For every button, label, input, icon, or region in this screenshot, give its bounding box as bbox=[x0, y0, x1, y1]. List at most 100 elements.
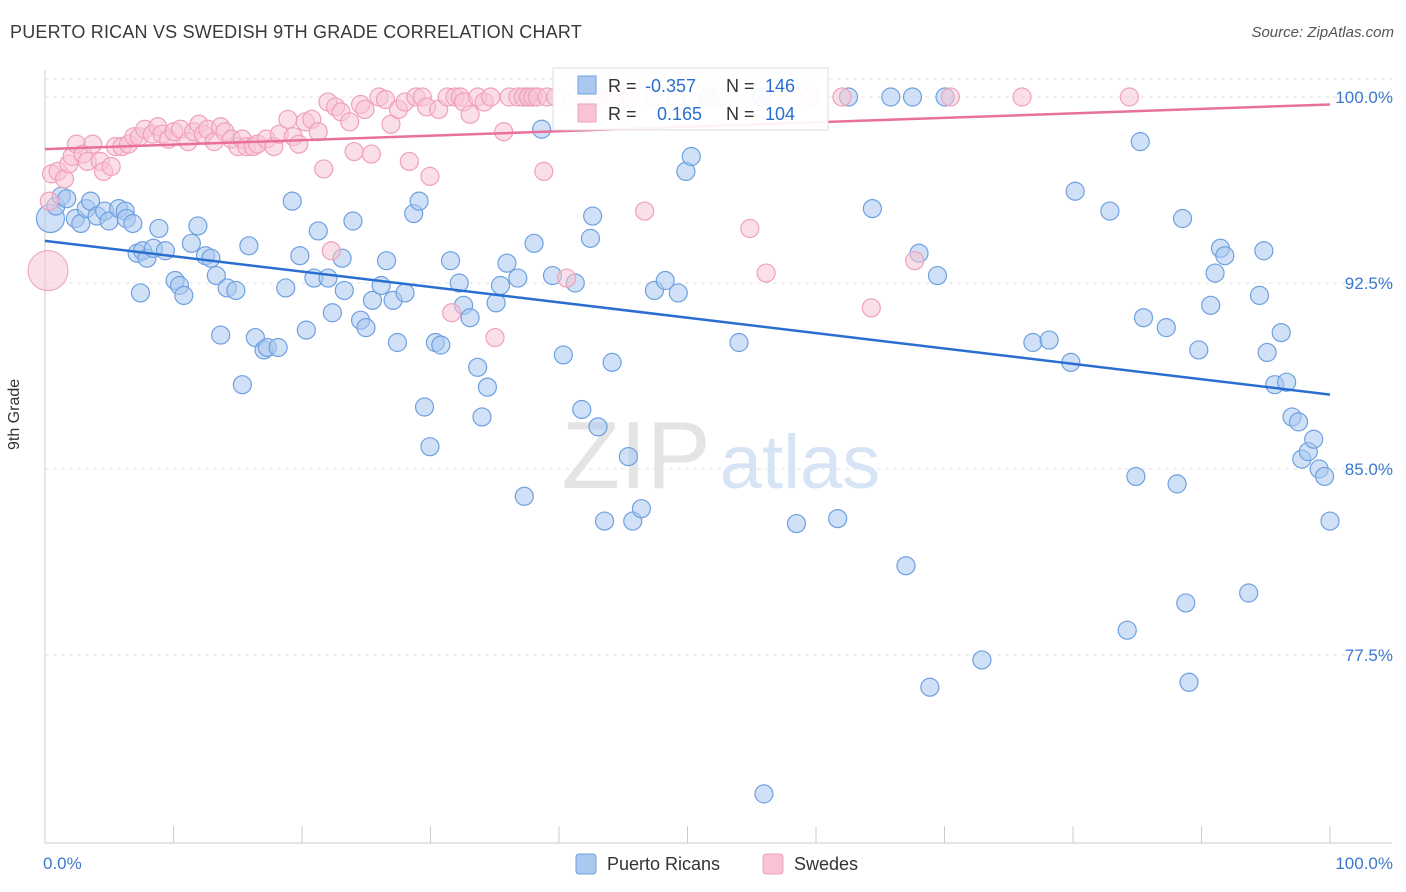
point-puerto-ricans bbox=[532, 119, 552, 139]
chart-source: Source: ZipAtlas.com bbox=[1251, 24, 1394, 41]
point-puerto-ricans bbox=[123, 213, 143, 234]
point-swedes bbox=[399, 151, 419, 172]
point-puerto-ricans bbox=[1304, 429, 1324, 449]
point-puerto-ricans bbox=[1167, 474, 1187, 494]
point-puerto-ricans bbox=[524, 233, 544, 253]
point-puerto-ricans bbox=[149, 218, 169, 239]
point-puerto-ricans bbox=[356, 318, 376, 338]
point-puerto-ricans bbox=[57, 189, 77, 209]
point-puerto-ricans bbox=[1257, 342, 1277, 363]
legend-r-value-1: -0.357 bbox=[645, 76, 696, 96]
bottom-legend-label-swedes: Swedes bbox=[794, 854, 858, 874]
point-puerto-ricans bbox=[786, 513, 807, 534]
point-puerto-ricans bbox=[681, 146, 701, 167]
data-points bbox=[27, 87, 1340, 804]
point-puerto-ricans bbox=[618, 447, 639, 467]
y-tick-label: 85.0% bbox=[1345, 460, 1393, 479]
point-puerto-ricans bbox=[211, 325, 231, 345]
point-puerto-ricans bbox=[729, 332, 749, 353]
point-puerto-ricans bbox=[602, 352, 622, 372]
point-puerto-ricans bbox=[1133, 308, 1154, 328]
point-puerto-ricans bbox=[828, 508, 848, 529]
point-puerto-ricans bbox=[276, 278, 296, 298]
point-puerto-ricans bbox=[668, 283, 688, 303]
point-puerto-ricans bbox=[1130, 132, 1150, 152]
point-puerto-ricans bbox=[588, 417, 608, 437]
point-puerto-ricans bbox=[1271, 323, 1291, 343]
point-swedes bbox=[101, 156, 121, 177]
point-puerto-ricans bbox=[553, 345, 573, 365]
point-puerto-ricans bbox=[572, 399, 592, 420]
bottom-legend-swatch-swedes bbox=[762, 853, 784, 875]
point-puerto-ricans bbox=[920, 677, 940, 697]
point-swedes bbox=[905, 251, 925, 271]
point-puerto-ricans bbox=[862, 199, 882, 219]
point-puerto-ricans bbox=[477, 377, 498, 397]
bottom-legend-swatch-puerto-ricans bbox=[575, 853, 597, 875]
point-puerto-ricans bbox=[226, 280, 246, 301]
point-swedes bbox=[308, 122, 328, 142]
point-puerto-ricans bbox=[387, 332, 408, 353]
legend-r-label-1: R = bbox=[608, 76, 637, 96]
point-swedes bbox=[361, 144, 382, 164]
point-puerto-ricans bbox=[881, 87, 901, 107]
point-swedes bbox=[27, 250, 69, 292]
point-puerto-ricans bbox=[1117, 620, 1137, 640]
point-puerto-ricans bbox=[1249, 285, 1270, 305]
point-puerto-ricans bbox=[181, 233, 201, 253]
point-puerto-ricans bbox=[1277, 372, 1297, 392]
point-puerto-ricans bbox=[290, 246, 310, 266]
point-puerto-ricans bbox=[490, 275, 511, 296]
legend-n-value-1: 146 bbox=[765, 76, 795, 96]
point-swedes bbox=[481, 87, 501, 107]
legend-swatch-puerto-ricans bbox=[577, 75, 597, 95]
bottom-legend: Puerto Ricans Swedes bbox=[575, 853, 858, 875]
point-swedes bbox=[740, 218, 760, 239]
point-puerto-ricans bbox=[1172, 208, 1193, 229]
axes bbox=[44, 70, 1392, 844]
point-puerto-ricans bbox=[1201, 295, 1221, 315]
point-puerto-ricans bbox=[631, 499, 652, 519]
point-puerto-ricans bbox=[395, 283, 415, 303]
point-swedes bbox=[39, 191, 59, 211]
point-puerto-ricans bbox=[1239, 583, 1259, 603]
point-puerto-ricans bbox=[1023, 332, 1043, 353]
watermark-atlas: atlas bbox=[720, 420, 881, 505]
chart-title: PUERTO RICAN VS SWEDISH 9TH GRADE CORREL… bbox=[10, 22, 582, 42]
point-puerto-ricans bbox=[174, 285, 194, 305]
point-swedes bbox=[940, 87, 961, 107]
legend-n-value-2: 104 bbox=[765, 104, 795, 124]
point-swedes bbox=[635, 201, 655, 221]
point-puerto-ricans bbox=[1179, 672, 1199, 692]
point-swedes bbox=[756, 263, 776, 283]
point-swedes bbox=[344, 141, 364, 162]
point-puerto-ricans bbox=[472, 407, 492, 427]
point-swedes bbox=[534, 161, 554, 181]
point-puerto-ricans bbox=[580, 228, 601, 248]
point-puerto-ricans bbox=[1100, 201, 1120, 221]
point-puerto-ricans bbox=[497, 253, 517, 273]
point-swedes bbox=[832, 87, 852, 107]
legend-background bbox=[552, 67, 829, 131]
point-puerto-ricans bbox=[594, 511, 615, 531]
point-puerto-ricans bbox=[972, 650, 992, 670]
point-swedes bbox=[289, 134, 309, 154]
point-puerto-ricans bbox=[130, 283, 151, 303]
grid-lines bbox=[45, 78, 1392, 656]
point-puerto-ricans bbox=[414, 397, 435, 417]
trend-line-puerto-ricans bbox=[44, 239, 1331, 396]
bottom-legend-label-puerto-ricans: Puerto Ricans bbox=[607, 854, 720, 874]
point-swedes bbox=[420, 166, 440, 186]
point-puerto-ricans bbox=[927, 265, 948, 286]
point-swedes bbox=[375, 89, 396, 110]
point-puerto-ricans bbox=[343, 211, 363, 231]
point-puerto-ricans bbox=[409, 191, 429, 211]
point-puerto-ricans bbox=[1320, 511, 1340, 531]
point-swedes bbox=[83, 134, 103, 154]
point-swedes bbox=[556, 268, 577, 288]
point-puerto-ricans bbox=[376, 251, 397, 271]
x-tick-label: 0.0% bbox=[43, 854, 82, 873]
legend-n-label-2: N = bbox=[726, 104, 755, 124]
point-puerto-ricans bbox=[282, 191, 302, 211]
